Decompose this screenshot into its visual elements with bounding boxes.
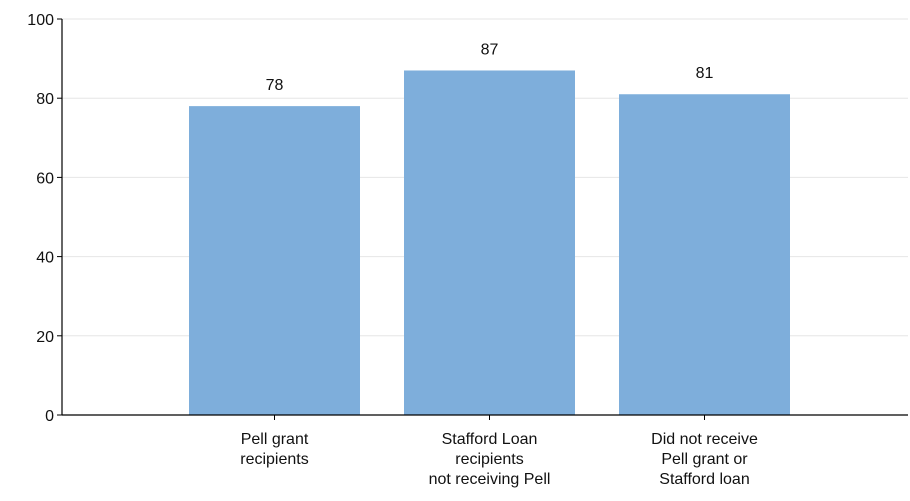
axis-layer <box>61 19 908 416</box>
category-label-line: Pell grant <box>241 431 309 448</box>
bar-1 <box>189 106 360 416</box>
bar-layer <box>189 70 790 416</box>
category-label-line: Pell grant or <box>661 451 748 468</box>
category-label-line: not receiving Pell <box>429 471 551 488</box>
y-tick-label: 80 <box>36 91 54 108</box>
bar-3 <box>619 94 790 416</box>
category-label-2: Stafford Loan recipients not receiving Pel… <box>429 431 551 488</box>
bar-value-label-3: 81 <box>696 65 714 82</box>
y-tick-label: 40 <box>36 250 54 267</box>
category-label-line: recipients <box>240 451 308 468</box>
bar-value-label-2: 87 <box>481 41 499 58</box>
category-label-line: recipients <box>455 451 523 468</box>
y-tick-label: 20 <box>36 329 54 346</box>
bar-2 <box>404 70 575 415</box>
category-label-1: Pell grant recipients <box>240 431 309 468</box>
category-label-line: Stafford Loan <box>442 431 538 448</box>
label-layer: 0 20 40 60 80 100 78 Pell grant recipients 87 Staf… <box>27 12 758 488</box>
y-tick-label: 0 <box>45 408 54 425</box>
category-label-line: Stafford loan <box>659 471 749 488</box>
y-tick-label: 100 <box>27 12 54 29</box>
bar-value-label-1: 78 <box>266 77 284 94</box>
y-tick-label: 60 <box>36 170 54 187</box>
category-label-3: Did not receive Pell grant or Stafford loa… <box>651 431 758 488</box>
category-label-line: Did not receive <box>651 431 758 448</box>
